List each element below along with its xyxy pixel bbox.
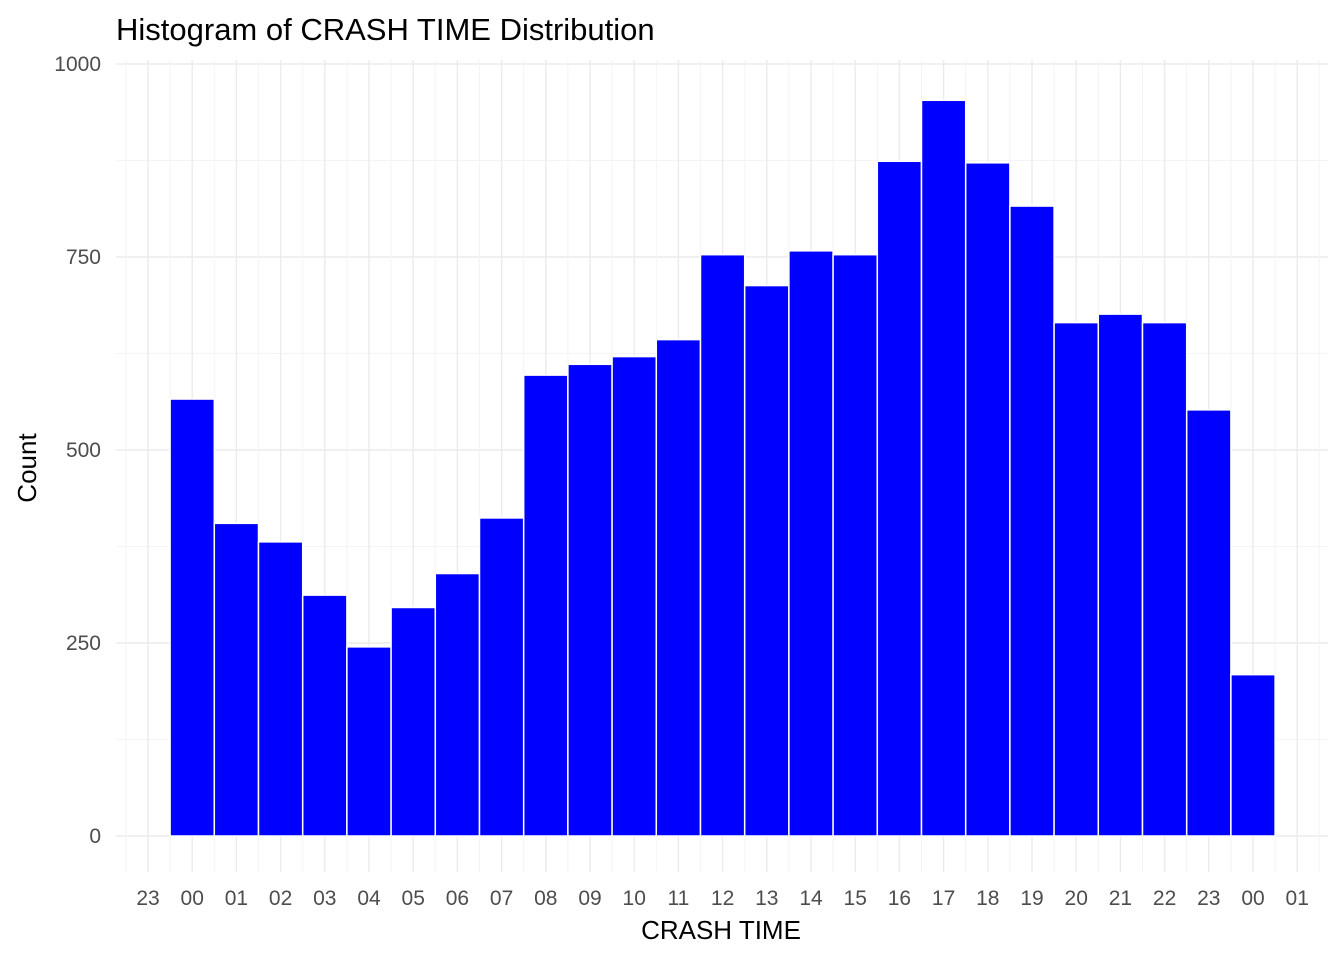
x-tick-label: 23 xyxy=(1197,887,1220,910)
y-tick-label: 750 xyxy=(66,246,101,269)
bar-11-11 xyxy=(655,338,702,837)
x-tick-label: 00 xyxy=(1241,887,1264,910)
x-tick-label: 01 xyxy=(225,887,248,910)
bar-12-12 xyxy=(699,253,746,837)
x-tick-label: 02 xyxy=(269,887,292,910)
bar-08-8 xyxy=(522,374,569,837)
bar-14-14 xyxy=(788,250,834,837)
bar-02-2 xyxy=(257,541,304,837)
x-tick-label: 18 xyxy=(976,887,999,910)
bar-07-7 xyxy=(478,517,525,837)
x-tick-label: 03 xyxy=(313,887,336,910)
y-axis-title: Count xyxy=(12,433,42,503)
bar-00-24 xyxy=(1230,673,1276,837)
x-tick-label: 00 xyxy=(181,887,204,910)
x-tick-label: 13 xyxy=(755,887,778,910)
x-tick-label: 12 xyxy=(711,887,734,910)
x-tick-label: 08 xyxy=(534,887,557,910)
x-tick-label: 11 xyxy=(667,887,689,910)
x-tick-label: 14 xyxy=(799,887,823,910)
x-axis-title: CRASH TIME xyxy=(641,915,801,945)
x-tick-label: 21 xyxy=(1109,887,1132,910)
bar-17-17 xyxy=(920,99,967,837)
bar-15-15 xyxy=(832,253,879,837)
bar-20-20 xyxy=(1053,321,1100,837)
bar-09-9 xyxy=(567,363,613,837)
y-tick-label: 250 xyxy=(66,632,101,655)
x-tick-label: 05 xyxy=(402,887,425,910)
x-tick-label: 23 xyxy=(136,887,159,910)
bar-05-5 xyxy=(390,606,437,837)
bar-21-21 xyxy=(1097,313,1144,837)
bar-19-19 xyxy=(1009,205,1055,837)
x-tick-label: 07 xyxy=(490,887,513,910)
x-axis-tick-labels: 23 00 01 02 03 04 05 06 07 08 09 10 11 12 13 14 15 16 17 18… xyxy=(136,887,1309,910)
bars xyxy=(169,99,1276,837)
x-tick-label: 22 xyxy=(1153,887,1176,910)
bar-18-18 xyxy=(964,162,1011,837)
x-tick-label: 16 xyxy=(888,887,911,910)
bar-22-22 xyxy=(1141,321,1188,837)
x-tick-label: 04 xyxy=(357,887,381,910)
y-axis-tick-labels: 0 250 500 750 1000 xyxy=(54,53,101,848)
x-tick-label: 20 xyxy=(1065,887,1088,910)
bar-13-13 xyxy=(743,284,790,837)
chart-title: Histogram of CRASH TIME Distribution xyxy=(116,12,655,47)
y-tick-label: 0 xyxy=(89,825,101,848)
x-tick-label: 06 xyxy=(446,887,469,910)
x-tick-label: 10 xyxy=(623,887,646,910)
x-tick-label: 17 xyxy=(932,887,955,910)
x-tick-label: 01 xyxy=(1286,887,1309,910)
bar-06-6 xyxy=(434,572,481,837)
bar-04-4 xyxy=(346,646,392,837)
bar-03-3 xyxy=(301,594,348,837)
bar-00-0 xyxy=(169,398,216,837)
y-tick-label: 1000 xyxy=(54,53,101,76)
x-tick-label: 09 xyxy=(578,887,601,910)
x-tick-label: 19 xyxy=(1020,887,1043,910)
y-tick-label: 500 xyxy=(66,439,101,462)
bar-10-10 xyxy=(611,355,658,837)
bar-01-1 xyxy=(213,522,260,837)
x-tick-label: 15 xyxy=(844,887,867,910)
bar-16-16 xyxy=(876,160,923,837)
bar-23-23 xyxy=(1185,409,1232,837)
